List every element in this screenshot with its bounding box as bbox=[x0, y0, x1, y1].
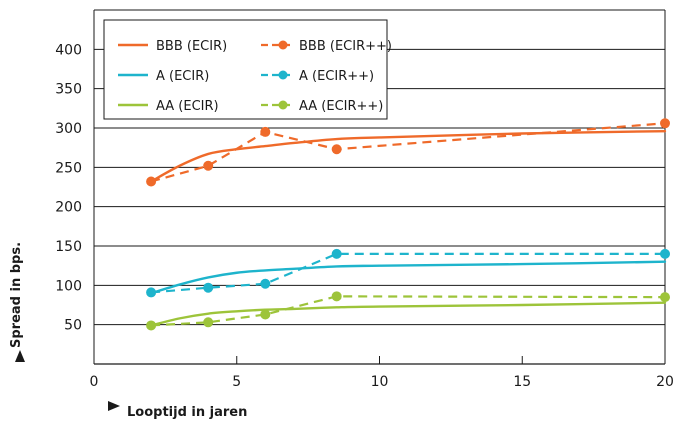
data-point-a-ecir bbox=[146, 287, 157, 298]
legend-label-aa-ecir: AA (ECIR) bbox=[156, 99, 219, 114]
y-tick-label: 200 bbox=[55, 200, 82, 216]
data-point-aa-ecir bbox=[660, 292, 670, 303]
legend-marker-aa-ecir bbox=[278, 100, 288, 110]
data-point-bbb-ecir bbox=[146, 176, 157, 187]
y-axis-label: Spread in bps. bbox=[9, 242, 24, 348]
data-point-aa-ecir bbox=[331, 291, 342, 302]
legend-label-aa-ecir: AA (ECIR++) bbox=[299, 99, 383, 114]
legend-label-a-ecir: A (ECIR++) bbox=[299, 69, 374, 84]
axis-labels: Looptijd in jaren Spread in bps. bbox=[9, 242, 247, 420]
legend-marker-bbb-ecir bbox=[278, 40, 288, 50]
axes: 50 100 150 200 250 300 350 400 0 5 10 15 20 bbox=[55, 10, 674, 390]
legend-marker-a-ecir bbox=[278, 70, 288, 80]
legend-label-bbb-ecir: BBB (ECIR++) bbox=[299, 39, 392, 54]
legend-label-a-ecir: A (ECIR) bbox=[156, 69, 209, 84]
x-tick-label: 10 bbox=[371, 374, 389, 390]
y-tick-label: 150 bbox=[55, 239, 82, 255]
legend: BBB (ECIR) BBB (ECIR++) A (ECIR) A (ECIR++)… bbox=[103, 19, 392, 120]
data-point-aa-ecir bbox=[203, 317, 214, 328]
data-point-bbb-ecir bbox=[203, 160, 214, 171]
y-tick-label: 100 bbox=[55, 278, 82, 294]
legend-label-bbb-ecir: BBB (ECIR) bbox=[156, 39, 227, 54]
data-point-aa-ecir bbox=[260, 309, 271, 320]
x-axis-arrow-icon bbox=[108, 401, 120, 411]
data-point-a-ecir bbox=[260, 278, 271, 289]
x-tick-label: 20 bbox=[656, 374, 674, 390]
x-tick-label: 15 bbox=[513, 374, 531, 390]
y-tick-label: 350 bbox=[55, 82, 82, 98]
series-line-a-ecir bbox=[149, 260, 667, 295]
y-axis-arrow-icon bbox=[15, 350, 25, 362]
x-tick-label: 5 bbox=[232, 374, 241, 390]
data-point-bbb-ecir bbox=[331, 144, 342, 155]
y-tick-label: 400 bbox=[55, 42, 82, 58]
data-point-bbb-ecir bbox=[260, 126, 271, 137]
series-line-bbb-ecir bbox=[149, 129, 667, 183]
y-tick-label: 50 bbox=[64, 318, 82, 334]
x-tick-label: 0 bbox=[90, 374, 99, 390]
series-line-a-ecir bbox=[151, 252, 665, 294]
series-layer bbox=[146, 118, 670, 331]
data-point-a-ecir bbox=[331, 248, 342, 259]
data-point-a-ecir bbox=[660, 248, 670, 259]
data-point-a-ecir bbox=[203, 282, 214, 293]
y-tick-label: 300 bbox=[55, 121, 82, 137]
legend-box bbox=[103, 19, 388, 120]
series-line-aa-ecir bbox=[149, 301, 667, 327]
series-line-aa-ecir bbox=[151, 295, 666, 327]
y-tick-label: 250 bbox=[55, 160, 82, 176]
x-axis-label: Looptijd in jaren bbox=[127, 405, 247, 420]
data-point-aa-ecir bbox=[146, 320, 157, 331]
data-point-bbb-ecir bbox=[660, 118, 670, 129]
